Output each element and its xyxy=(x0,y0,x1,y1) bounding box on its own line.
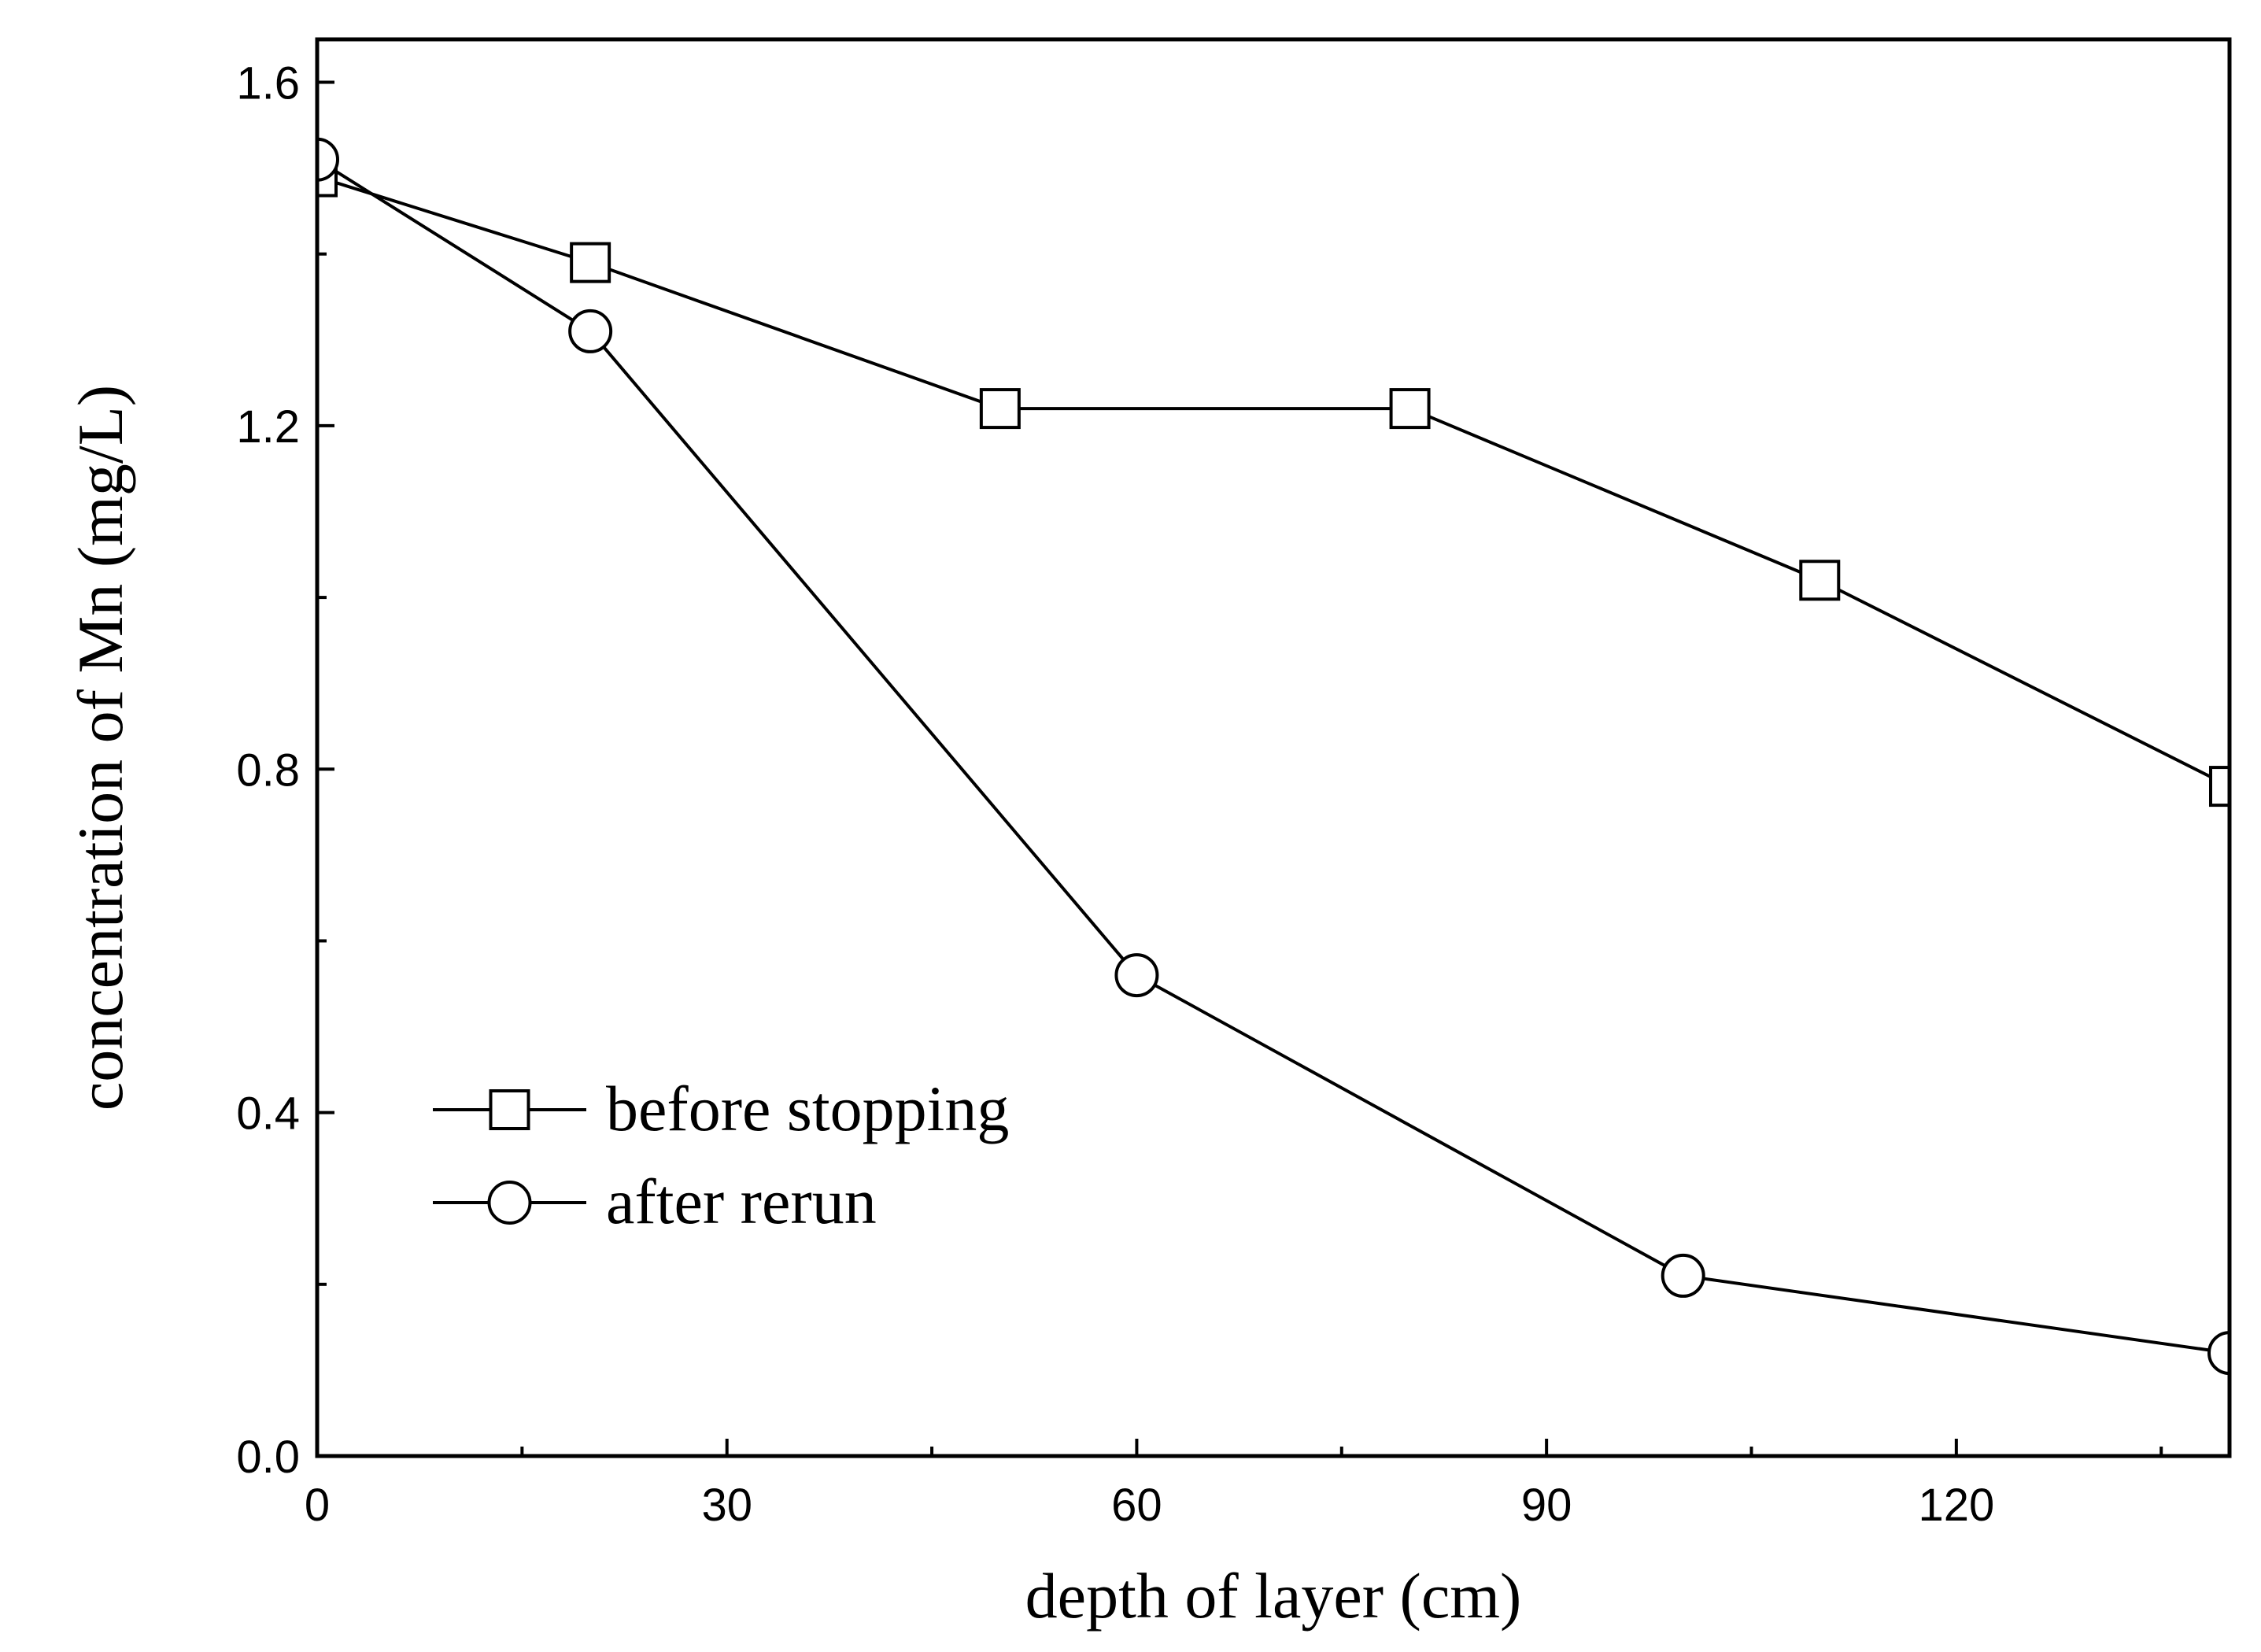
axis-ticks xyxy=(316,80,2163,1458)
plot-area-frame xyxy=(315,37,2232,1458)
axis-tick-labels: 0 30 60 90 120 0.0 0.4 0.8 1.2 1.6 xyxy=(236,58,1994,1531)
legend-marker-circle xyxy=(487,1181,532,1225)
series-square xyxy=(316,156,2231,808)
x-tick-label: 30 xyxy=(701,1480,752,1531)
y-tick-label: 0.4 xyxy=(236,1088,300,1140)
legend-item: before stopping xyxy=(433,1073,1009,1144)
y-tick-label: 1.6 xyxy=(236,58,300,109)
data-point-square xyxy=(1389,388,1431,430)
y-tick-label: 0.8 xyxy=(236,745,300,796)
y-tick-label: 0.0 xyxy=(236,1432,300,1483)
data-point-circle xyxy=(568,309,613,353)
legend-marker-square xyxy=(489,1089,530,1130)
x-tick-label: 60 xyxy=(1111,1480,1162,1531)
data-point-square xyxy=(570,242,611,283)
data-point-square xyxy=(1799,560,1841,601)
series-circle xyxy=(316,137,2231,1376)
legend-label: after rerun xyxy=(606,1166,877,1237)
series-line xyxy=(316,175,2230,788)
data-point-square xyxy=(979,388,1021,430)
y-tick-label: 1.2 xyxy=(236,401,300,453)
x-axis-title: depth of layer (cm) xyxy=(1025,1560,1522,1632)
y-axis-title: concentration of Mn (mg/L) xyxy=(65,385,136,1111)
x-tick-label: 120 xyxy=(1918,1480,1994,1531)
legend: before stopping after rerun xyxy=(433,1073,1009,1237)
data-point-circle xyxy=(1114,953,1159,998)
legend-label: before stopping xyxy=(606,1073,1009,1144)
data-point-circle xyxy=(1661,1253,1705,1298)
plot-data-layer xyxy=(316,137,2231,1376)
legend-item: after rerun xyxy=(433,1166,877,1237)
x-tick-label: 0 xyxy=(305,1480,330,1531)
x-tick-label: 90 xyxy=(1521,1480,1572,1531)
